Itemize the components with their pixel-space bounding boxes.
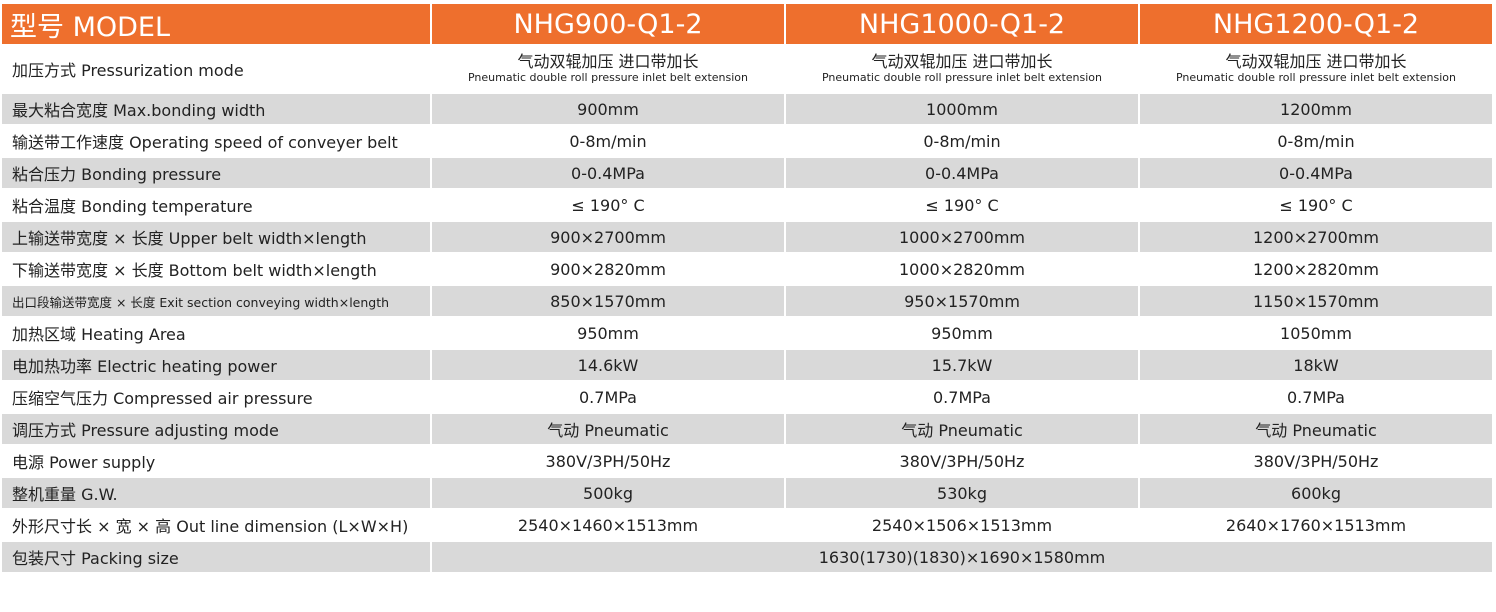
spec-row: 调压方式 Pressure adjusting mode 气动 Pneumatic…: [0, 412, 1494, 446]
spec-value: 600kg: [1138, 476, 1494, 510]
spec-row: 电源 Power supply 380V/3PH/50Hz 380V/3PH/50H…: [0, 444, 1494, 478]
row-label: 最大粘合宽度 Max.bonding width: [0, 92, 432, 126]
spec-value: 气动双辊加压 进口带加长 Pneumatic double roll pressu…: [430, 44, 786, 94]
value-en: Pneumatic double roll pressure inlet bel…: [467, 71, 749, 84]
spec-value: 0-8m/min: [1138, 124, 1494, 158]
spec-value: 气动 Pneumatic: [1138, 412, 1494, 446]
spec-value: 900×2820mm: [430, 252, 786, 286]
value-zh: 气动双辊加压 进口带加长: [517, 52, 699, 71]
spec-value: 0-0.4MPa: [430, 156, 786, 190]
spec-value: 380V/3PH/50Hz: [784, 444, 1140, 478]
spec-value: 2540×1460×1513mm: [430, 508, 786, 542]
spec-value: 0-0.4MPa: [1138, 156, 1494, 190]
spec-value: 14.6kW: [430, 348, 786, 382]
spec-value: 2640×1760×1513mm: [1138, 508, 1494, 542]
value-zh: 气动双辊加压 进口带加长: [871, 52, 1053, 71]
spec-row: 电加热功率 Electric heating power 14.6kW 15.7kW…: [0, 348, 1494, 382]
row-label: 上输送带宽度 × 长度 Upper belt width×length: [0, 220, 432, 254]
row-label: 加压方式 Pressurization mode: [0, 44, 432, 94]
header-label: 型号 MODEL: [0, 2, 432, 46]
value-en: Pneumatic double roll pressure inlet bel…: [821, 71, 1103, 84]
spec-row: 加热区域 Heating Area 950mm 950mm 1050mm: [0, 316, 1494, 350]
spec-row: 整机重量 G.W. 500kg 530kg 600kg: [0, 476, 1494, 510]
spec-value: ≤ 190° C: [1138, 188, 1494, 222]
model-header: NHG1200-Q1-2: [1138, 2, 1494, 46]
spec-value: 气动 Pneumatic: [430, 412, 786, 446]
row-label: 电源 Power supply: [0, 444, 432, 478]
model-header: NHG1000-Q1-2: [784, 2, 1140, 46]
value-zh: 气动双辊加压 进口带加长: [1225, 52, 1407, 71]
spec-value: 380V/3PH/50Hz: [1138, 444, 1494, 478]
spec-value: 1630(1730)(1830)×1690×1580mm: [430, 540, 1494, 574]
row-label: 整机重量 G.W.: [0, 476, 432, 510]
spec-table: 型号 MODEL NHG900-Q1-2 NHG1000-Q1-2 NHG1200-Q…: [0, 2, 1494, 574]
row-label: 输送带工作速度 Operating speed of conveyer belt: [0, 124, 432, 158]
spec-value: ≤ 190° C: [430, 188, 786, 222]
spec-value: 950mm: [430, 316, 786, 350]
spec-row: 出口段输送带宽度 × 长度 Exit section conveying wid…: [0, 284, 1494, 318]
value-en: Pneumatic double roll pressure inlet bel…: [1175, 71, 1457, 84]
row-label: 电加热功率 Electric heating power: [0, 348, 432, 382]
spec-value: 气动 Pneumatic: [784, 412, 1140, 446]
spec-value: 0.7MPa: [430, 380, 786, 414]
spec-row: 上输送带宽度 × 长度 Upper belt width×length 900×2…: [0, 220, 1494, 254]
spec-value: 0.7MPa: [1138, 380, 1494, 414]
spec-value: 900×2700mm: [430, 220, 786, 254]
spec-value: 1200×2700mm: [1138, 220, 1494, 254]
spec-value: 1200mm: [1138, 92, 1494, 126]
spec-row: 粘合压力 Bonding pressure 0-0.4MPa 0-0.4MPa 0-0…: [0, 156, 1494, 190]
row-label: 压缩空气压力 Compressed air pressure: [0, 380, 432, 414]
spec-row: 粘合温度 Bonding temperature ≤ 190° C ≤ 190° C…: [0, 188, 1494, 222]
spec-row: 下输送带宽度 × 长度 Bottom belt width×length 900×…: [0, 252, 1494, 286]
spec-value: 1000×2820mm: [784, 252, 1140, 286]
row-label: 粘合温度 Bonding temperature: [0, 188, 432, 222]
spec-value: 0-0.4MPa: [784, 156, 1140, 190]
spec-value: 2540×1506×1513mm: [784, 508, 1140, 542]
spec-value: 950mm: [784, 316, 1140, 350]
row-label: 加热区域 Heating Area: [0, 316, 432, 350]
spec-row: 包装尺寸 Packing size 1630(1730)(1830)×1690×1…: [0, 540, 1494, 574]
spec-value: 1000mm: [784, 92, 1140, 126]
row-label: 粘合压力 Bonding pressure: [0, 156, 432, 190]
spec-value: 900mm: [430, 92, 786, 126]
spec-value: 0.7MPa: [784, 380, 1140, 414]
spec-row: 输送带工作速度 Operating speed of conveyer belt…: [0, 124, 1494, 158]
header-row: 型号 MODEL NHG900-Q1-2 NHG1000-Q1-2 NHG1200-Q…: [0, 2, 1494, 46]
spec-value: 1000×2700mm: [784, 220, 1140, 254]
model-header: NHG900-Q1-2: [430, 2, 786, 46]
spec-value: ≤ 190° C: [784, 188, 1140, 222]
spec-value: 850×1570mm: [430, 284, 786, 318]
spec-value: 500kg: [430, 476, 786, 510]
spec-value: 15.7kW: [784, 348, 1140, 382]
row-label: 调压方式 Pressure adjusting mode: [0, 412, 432, 446]
row-label: 外形尺寸长 × 宽 × 高 Out line dimension (L×W×H): [0, 508, 432, 542]
spec-value: 18kW: [1138, 348, 1494, 382]
spec-value: 1050mm: [1138, 316, 1494, 350]
spec-value: 530kg: [784, 476, 1140, 510]
spec-row: 最大粘合宽度 Max.bonding width 900mm 1000mm 1200m…: [0, 92, 1494, 126]
spec-value: 950×1570mm: [784, 284, 1140, 318]
spec-row: 加压方式 Pressurization mode 气动双辊加压 进口带加长 Pneu…: [0, 44, 1494, 94]
row-label: 下输送带宽度 × 长度 Bottom belt width×length: [0, 252, 432, 286]
spec-value: 380V/3PH/50Hz: [430, 444, 786, 478]
row-label: 出口段输送带宽度 × 长度 Exit section conveying wid…: [0, 284, 432, 318]
spec-value: 气动双辊加压 进口带加长 Pneumatic double roll pressu…: [1138, 44, 1494, 94]
spec-value: 0-8m/min: [784, 124, 1140, 158]
spec-value: 1200×2820mm: [1138, 252, 1494, 286]
table-body: 加压方式 Pressurization mode 气动双辊加压 进口带加长 Pneu…: [0, 44, 1494, 574]
row-label: 包装尺寸 Packing size: [0, 540, 432, 574]
spec-row: 压缩空气压力 Compressed air pressure 0.7MPa 0.7M…: [0, 380, 1494, 414]
spec-row: 外形尺寸长 × 宽 × 高 Out line dimension (L×W×H)…: [0, 508, 1494, 542]
spec-value: 1150×1570mm: [1138, 284, 1494, 318]
spec-value: 0-8m/min: [430, 124, 786, 158]
spec-value: 气动双辊加压 进口带加长 Pneumatic double roll pressu…: [784, 44, 1140, 94]
